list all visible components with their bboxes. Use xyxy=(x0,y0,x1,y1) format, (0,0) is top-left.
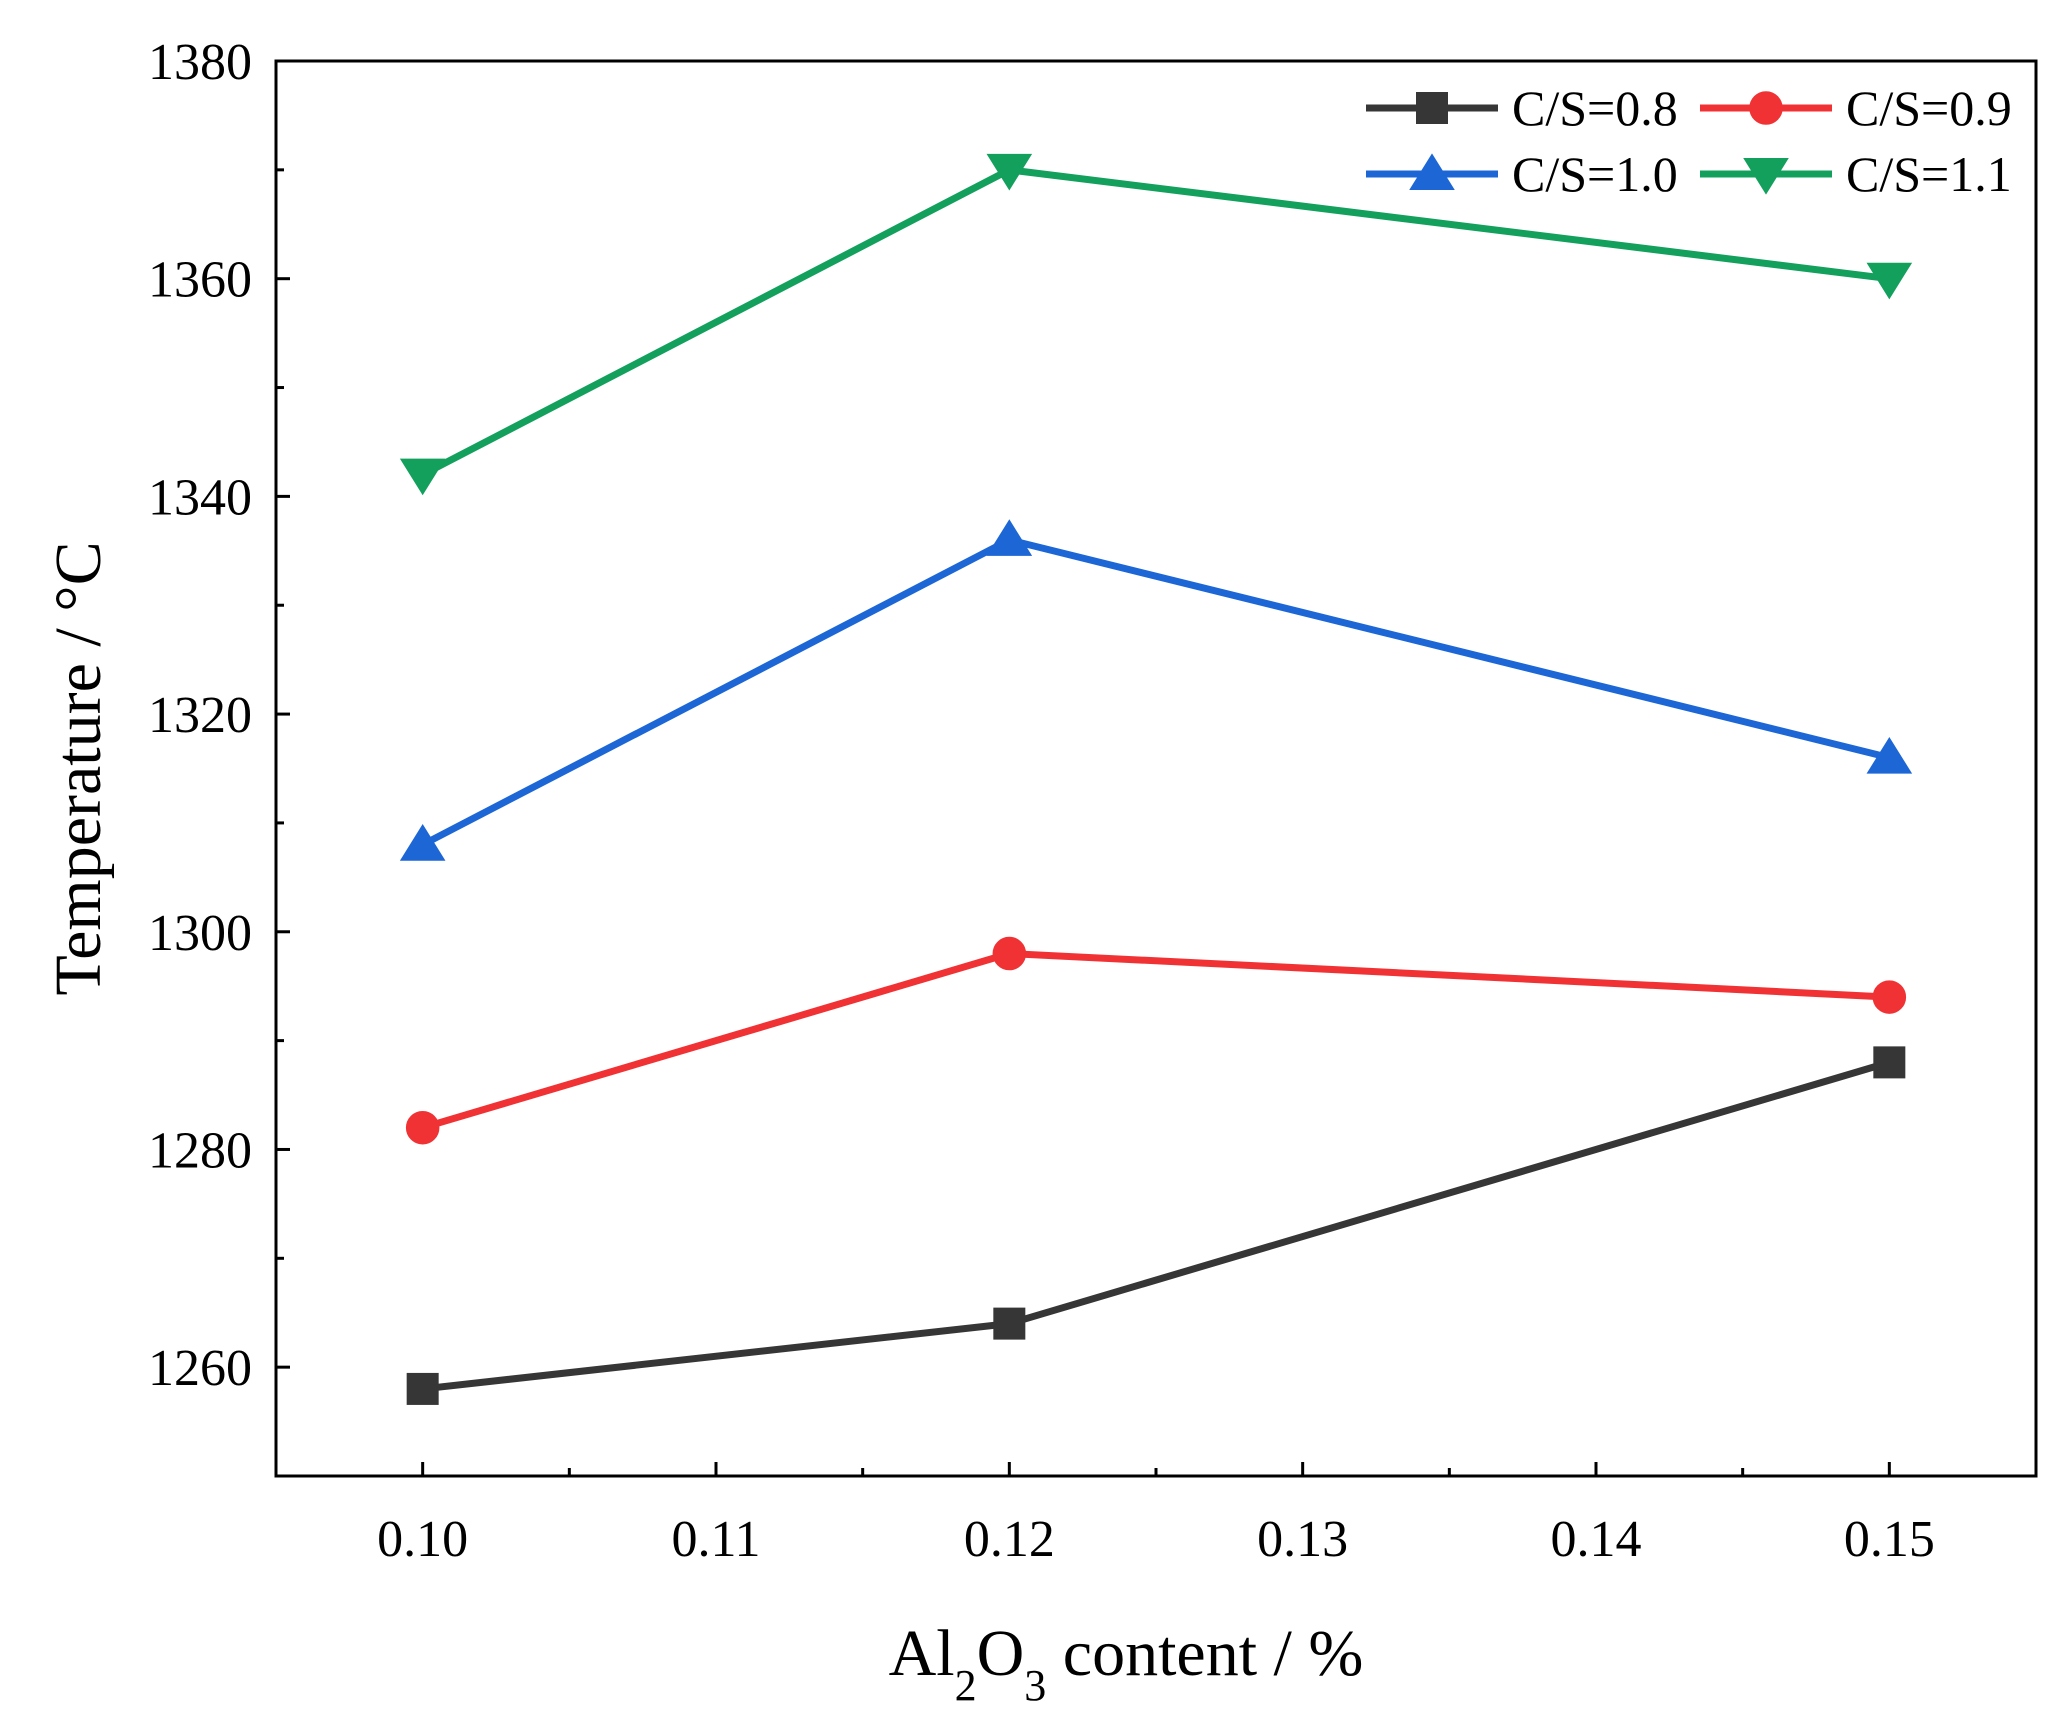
x-tick-label: 0.15 xyxy=(1844,1511,1935,1568)
series-C/S=0.8 xyxy=(406,1046,1906,1405)
data-point xyxy=(1866,736,1913,774)
legend-item: C/S=0.9 xyxy=(1700,80,2012,136)
x-axis-title-tail: content / % xyxy=(1046,1617,1363,1690)
y-tick-label: 1360 xyxy=(148,252,252,309)
y-tick-label: 1340 xyxy=(148,469,252,526)
plot-area-frame xyxy=(274,59,2038,1478)
data-point xyxy=(986,519,1033,556)
y-tick-label: 1260 xyxy=(148,1340,252,1397)
x-axis-title-sub2: 3 xyxy=(1024,1661,1046,1710)
x-tick-label: 0.11 xyxy=(671,1511,760,1568)
y-tick-label: 1300 xyxy=(148,905,252,962)
x-tick-label: 0.12 xyxy=(964,1511,1055,1568)
y-tick-label: 1380 xyxy=(148,34,252,91)
data-point xyxy=(406,1372,439,1405)
legend-label: C/S=0.9 xyxy=(1846,80,2012,136)
series-line xyxy=(421,536,1891,848)
data-point xyxy=(1873,1046,1906,1079)
data-point xyxy=(399,824,446,861)
series-line xyxy=(422,1059,1891,1393)
x-tick-label: 0.13 xyxy=(1257,1511,1348,1568)
series-C/S=0.9 xyxy=(405,936,1907,1145)
legend-marker xyxy=(1409,153,1455,190)
data-point xyxy=(1866,262,1913,300)
series-C/S=1.0 xyxy=(399,519,1913,861)
y-axis-ticks: 1260 1280 1300 1320 1340 1360 1380 xyxy=(148,34,290,1478)
series-C/S=1.1 xyxy=(399,153,1913,496)
y-tick-label: 1280 xyxy=(148,1122,252,1179)
data-point xyxy=(986,153,1033,191)
x-axis-title: Al2O3 content / % xyxy=(889,1617,1364,1710)
legend-item: C/S=1.0 xyxy=(1366,146,1678,202)
series-line xyxy=(421,166,1890,478)
data-point xyxy=(1872,980,1907,1014)
legend: C/S=0.8 C/S=0.9 C/S=1.0 C/S=1.1 xyxy=(1366,80,2012,202)
series-group xyxy=(399,153,1913,1405)
series-line xyxy=(421,950,1890,1132)
data-point xyxy=(399,458,446,496)
legend-label: C/S=0.8 xyxy=(1512,80,1678,136)
data-point xyxy=(405,1110,440,1145)
data-point xyxy=(993,1307,1026,1340)
legend-item: C/S=1.1 xyxy=(1700,146,2012,202)
x-axis-title-main: Al xyxy=(889,1617,955,1690)
data-point xyxy=(992,936,1027,971)
legend-marker xyxy=(1743,158,1789,195)
x-axis-title-sub1: 2 xyxy=(955,1661,977,1710)
legend-item: C/S=0.8 xyxy=(1366,80,1678,136)
x-tick-label: 0.14 xyxy=(1551,1511,1642,1568)
y-axis-title: Temperature / °C xyxy=(42,541,115,995)
y-tick-label: 1320 xyxy=(148,687,252,744)
legend-marker xyxy=(1749,91,1783,125)
legend-label: C/S=1.1 xyxy=(1846,146,2012,202)
legend-label: C/S=1.0 xyxy=(1512,146,1678,202)
x-axis-title-mid: O xyxy=(977,1617,1025,1690)
x-axis-ticks: 0.10 0.11 0.12 0.13 0.14 0.15 xyxy=(377,1462,1935,1568)
x-tick-label: 0.10 xyxy=(377,1511,468,1568)
legend-marker xyxy=(1416,92,1448,124)
